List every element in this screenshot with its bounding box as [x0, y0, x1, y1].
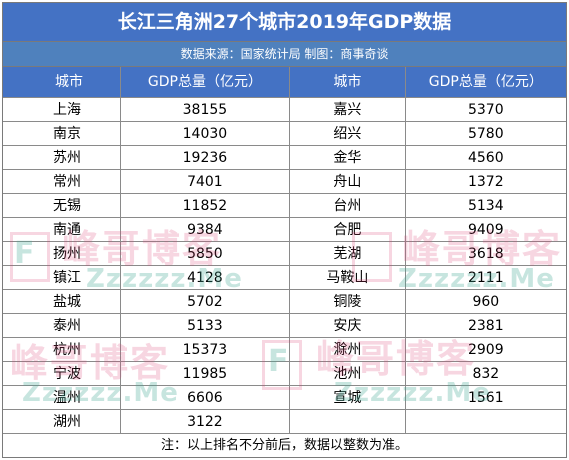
city-cell: 宣城	[290, 386, 406, 409]
gdp-cell: 15373	[121, 338, 291, 361]
gdp-cell: 11985	[121, 362, 291, 385]
city-cell: 上海	[3, 98, 121, 121]
gdp-cell: 5370	[467, 102, 504, 118]
gdp-cell: 3122	[121, 410, 291, 433]
gdp-cell: 5850	[121, 242, 291, 265]
table-row: 温州 6606 宣城 1561	[3, 386, 566, 410]
city-cell	[290, 410, 406, 433]
column-header-city-1: 城市	[3, 67, 121, 97]
gdp-cell: 11852	[121, 194, 291, 217]
city-cell: 合肥	[290, 218, 406, 241]
gdp-cell: 1372	[467, 174, 504, 190]
city-cell: 苏州	[3, 146, 121, 169]
gdp-cell: 832	[472, 366, 500, 382]
table-row: 常州 7401 舟山 1372	[3, 170, 566, 194]
gdp-cell: 960	[472, 294, 500, 310]
gdp-cell: 9409	[467, 222, 504, 238]
table-row: 上海 38155 嘉兴 5370	[3, 98, 566, 122]
gdp-cell: 19236	[121, 146, 291, 169]
table-row: 盐城 5702 铜陵 960	[3, 290, 566, 314]
city-cell: 滁州	[290, 338, 406, 361]
city-cell: 南京	[3, 122, 121, 145]
city-cell: 舟山	[290, 170, 406, 193]
city-cell: 池州	[290, 362, 406, 385]
table-footnote: 注：以上排名不分前后，数据以整数为准。	[160, 438, 408, 453]
city-cell: 泰州	[3, 314, 121, 337]
table-row: 泰州 5133 安庆 2381	[3, 314, 566, 338]
gdp-cell: 1561	[467, 390, 504, 406]
city-cell: 无锡	[3, 194, 121, 217]
table-row: 南京 14030 绍兴 5780	[3, 122, 566, 146]
table-row: 湖州 3122	[3, 410, 566, 434]
table-header-row: 城市 GDP总量（亿元） 城市 GDP总量（亿元）	[3, 67, 566, 98]
gdp-cell: 2111	[467, 270, 504, 286]
gdp-cell: 2909	[467, 342, 504, 358]
city-cell: 金华	[290, 146, 406, 169]
city-cell: 宁波	[3, 362, 121, 385]
gdp-cell: 5702	[121, 290, 291, 313]
gdp-cell: 4560	[467, 150, 504, 166]
table-row: 扬州 5850 芜湖 3618	[3, 242, 566, 266]
city-cell: 安庆	[290, 314, 406, 337]
city-cell: 常州	[3, 170, 121, 193]
gdp-cell: 38155	[121, 98, 291, 121]
gdp-cell: 14030	[121, 122, 291, 145]
table-row: 苏州 19236 金华 4560	[3, 146, 566, 170]
city-cell: 温州	[3, 386, 121, 409]
column-header-gdp-1: GDP总量（亿元）	[121, 67, 291, 97]
city-cell: 扬州	[3, 242, 121, 265]
city-cell: 马鞍山	[290, 266, 406, 289]
table-title: 长江三角洲27个城市2019年GDP数据	[3, 3, 566, 42]
gdp-cell: 5134	[467, 198, 504, 214]
table-body: 上海 38155 嘉兴 5370 南京 14030 绍兴 5780 苏州 19236 金华 4560 常…	[3, 98, 566, 434]
gdp-cell	[406, 410, 566, 433]
city-cell: 盐城	[3, 290, 121, 313]
column-header-gdp-2: GDP总量（亿元）	[428, 74, 543, 90]
city-cell: 绍兴	[290, 122, 406, 145]
column-header-city-2: 城市	[290, 67, 406, 97]
table-row: 杭州 15373 滁州 2909	[3, 338, 566, 362]
gdp-cell: 2381	[467, 318, 504, 334]
gdp-cell: 9384	[121, 218, 291, 241]
table-row: 镇江 4128 马鞍山 2111	[3, 266, 566, 290]
gdp-cell: 7401	[121, 170, 291, 193]
gdp-cell: 3618	[467, 246, 504, 262]
gdp-cell: 5780	[467, 126, 504, 142]
city-cell: 南通	[3, 218, 121, 241]
city-cell: 芜湖	[290, 242, 406, 265]
city-cell: 杭州	[3, 338, 121, 361]
gdp-cell: 5133	[121, 314, 291, 337]
gdp-cell: 6606	[121, 386, 291, 409]
city-cell: 嘉兴	[290, 98, 406, 121]
table-row: 宁波 11985 池州 832	[3, 362, 566, 386]
table-row: 无锡 11852 台州 5134	[3, 194, 566, 218]
table-row: 南通 9384 合肥 9409	[3, 218, 566, 242]
city-cell: 镇江	[3, 266, 121, 289]
city-cell: 铜陵	[290, 290, 406, 313]
data-source: 数据来源：国家统计局 制图：商事奇谈	[3, 42, 566, 67]
city-cell: 湖州	[3, 410, 121, 433]
gdp-cell: 4128	[121, 266, 291, 289]
city-cell: 台州	[290, 194, 406, 217]
